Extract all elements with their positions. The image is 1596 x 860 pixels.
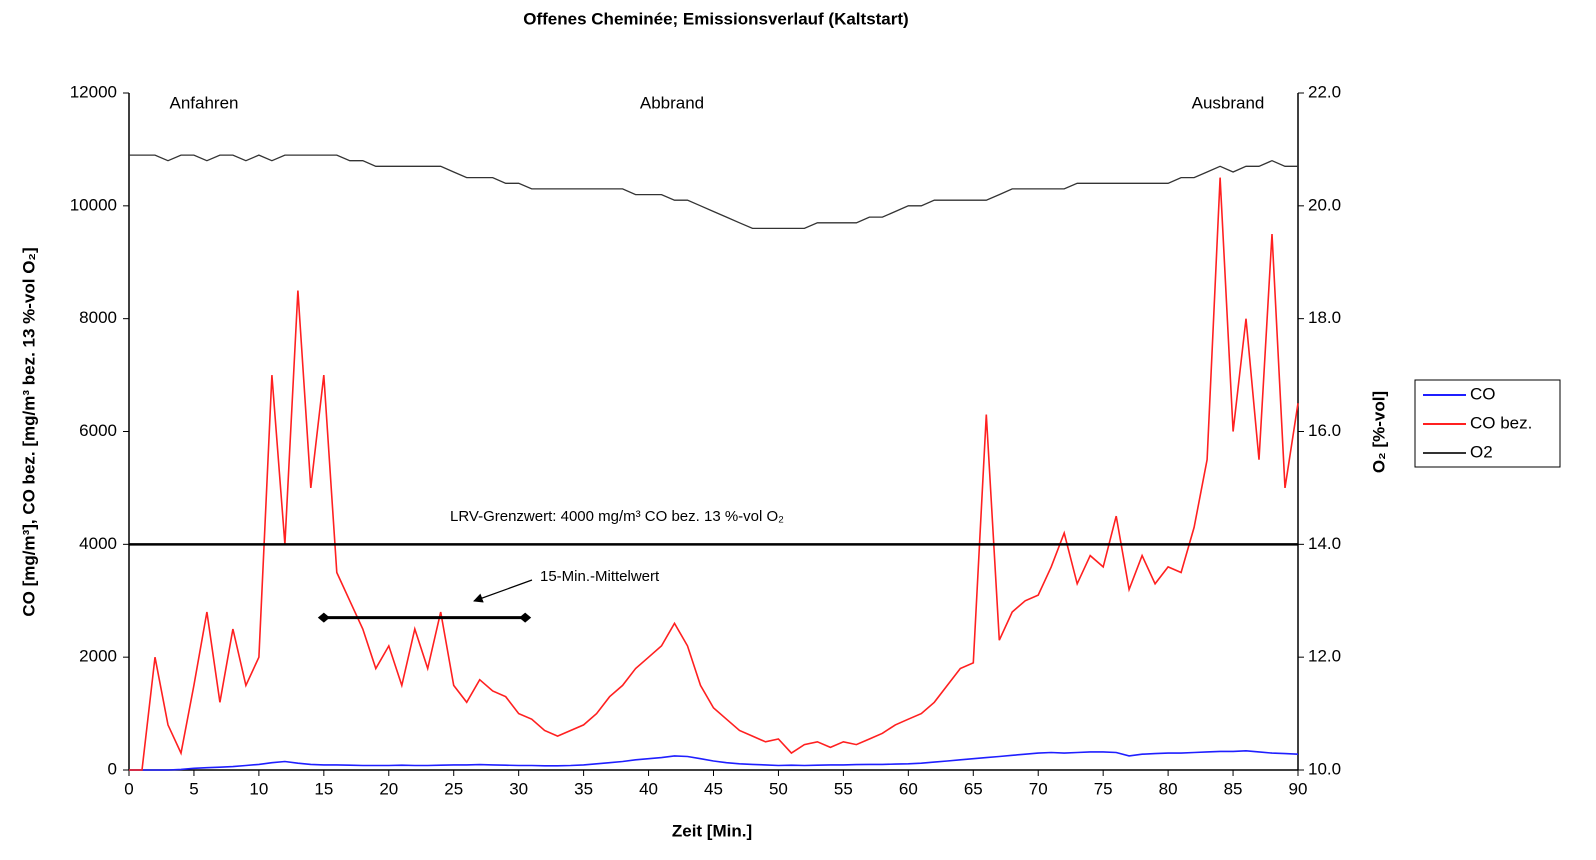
x-axis-label: Zeit [Min.] bbox=[672, 821, 752, 840]
x-tick-label: 70 bbox=[1029, 779, 1048, 798]
x-tick-label: 90 bbox=[1289, 779, 1308, 798]
x-tick-label: 30 bbox=[509, 779, 528, 798]
x-tick-label: 55 bbox=[834, 779, 853, 798]
arrow bbox=[473, 579, 533, 603]
mean-end bbox=[317, 612, 330, 623]
mean-label: 15-Min.-Mittelwert bbox=[540, 568, 660, 585]
x-tick-label: 40 bbox=[639, 779, 658, 798]
series-line bbox=[129, 177, 1299, 771]
legend-label: CO bez. bbox=[1470, 413, 1532, 432]
y2-axis-label: O₂ [%-vol] bbox=[1369, 391, 1388, 473]
x-tick-label: 85 bbox=[1224, 779, 1243, 798]
y2-tick-label: 12.0 bbox=[1308, 647, 1341, 666]
chart-title: Offenes Cheminée; Emissionsverlauf (Kalt… bbox=[523, 9, 908, 28]
x-tick-label: 25 bbox=[444, 779, 463, 798]
x-tick-label: 5 bbox=[189, 779, 198, 798]
x-tick-label: 75 bbox=[1094, 779, 1113, 798]
x-tick-label: 60 bbox=[899, 779, 918, 798]
y-tick-label: 12000 bbox=[70, 82, 117, 101]
y-tick-label: 0 bbox=[108, 759, 117, 778]
y-tick-label: 2000 bbox=[79, 647, 117, 666]
x-tick-label: 20 bbox=[379, 779, 398, 798]
y-axis-label: CO [mg/m³], CO bez. [mg/m³ bez. 13 %-vol… bbox=[19, 247, 38, 616]
y2-tick-label: 16.0 bbox=[1308, 421, 1341, 440]
mean-end bbox=[519, 612, 532, 623]
y-tick-label: 8000 bbox=[79, 308, 117, 327]
x-tick-label: 0 bbox=[124, 779, 133, 798]
series-line bbox=[129, 154, 1298, 230]
x-tick-label: 50 bbox=[769, 779, 788, 798]
annotation: Anfahren bbox=[170, 93, 239, 112]
y2-tick-label: 10.0 bbox=[1308, 759, 1341, 778]
y-tick-label: 4000 bbox=[79, 534, 117, 553]
y2-tick-label: 20.0 bbox=[1308, 195, 1341, 214]
y2-tick-label: 22.0 bbox=[1308, 82, 1341, 101]
x-tick-label: 65 bbox=[964, 779, 983, 798]
legend-label: O2 bbox=[1470, 442, 1493, 461]
annotation: Abbrand bbox=[640, 93, 704, 112]
x-tick-label: 80 bbox=[1159, 779, 1178, 798]
x-tick-label: 45 bbox=[704, 779, 723, 798]
series-line bbox=[129, 749, 1299, 771]
annotation: Ausbrand bbox=[1192, 93, 1265, 112]
legend-label: CO bbox=[1470, 384, 1496, 403]
y2-tick-label: 18.0 bbox=[1308, 308, 1341, 327]
x-tick-label: 15 bbox=[314, 779, 333, 798]
limit-label: LRV-Grenzwert: 4000 mg/m³ CO bez. 13 %-v… bbox=[450, 508, 784, 525]
y2-tick-label: 14.0 bbox=[1308, 534, 1341, 553]
y-tick-label: 6000 bbox=[79, 421, 117, 440]
x-tick-label: 10 bbox=[249, 779, 268, 798]
x-tick-label: 35 bbox=[574, 779, 593, 798]
y-tick-label: 10000 bbox=[70, 195, 117, 214]
